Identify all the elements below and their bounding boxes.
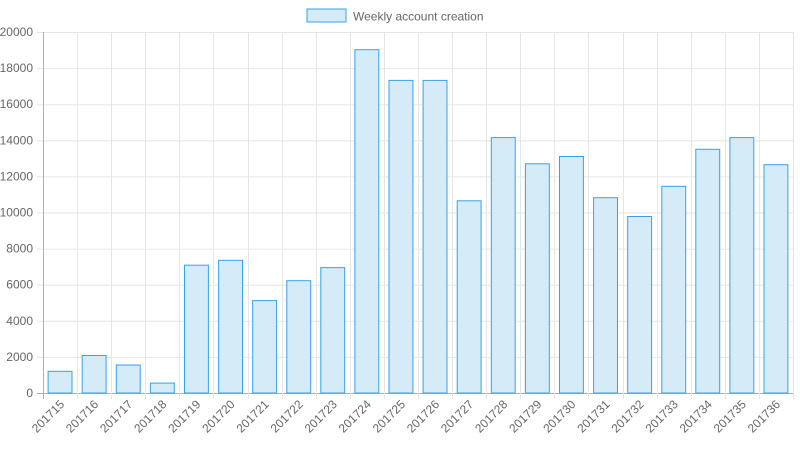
bar-201723[interactable] [320,267,346,394]
x-tick-label: 201736 [745,397,783,435]
y-tick-label: 14000 [0,133,33,147]
x-tick-label: 201734 [677,397,715,435]
legend-swatch[interactable] [306,8,347,23]
x-tick-label: 201727 [438,397,476,435]
x-tick-label: 201728 [472,397,510,435]
bar-201726[interactable] [422,79,448,394]
bar-201717[interactable] [115,364,141,394]
y-tick-label: 18000 [0,61,33,75]
bar-201736[interactable] [763,164,789,394]
bar-201721[interactable] [252,300,278,394]
grid-lines [37,32,794,399]
bar-201716[interactable] [81,355,107,394]
x-tick-label: 201721 [233,397,271,435]
x-tick-label: 201723 [302,397,340,435]
y-tick-label: 6000 [6,278,33,292]
bar-201720[interactable] [218,259,244,394]
y-tick-label: 10000 [0,206,33,220]
bar-201732[interactable] [627,216,653,394]
bar-201731[interactable] [593,197,618,394]
legend[interactable]: Weekly account creation [306,8,484,24]
x-tick-label: 201730 [540,397,578,435]
bar-201719[interactable] [184,264,209,394]
x-tick-label: 201733 [643,397,681,435]
x-tick-label: 201731 [574,397,612,435]
bar-201733[interactable] [661,185,687,394]
bar-201722[interactable] [286,280,312,394]
bar-201727[interactable] [456,200,482,394]
bar-201725[interactable] [388,79,414,394]
y-tick-label: 20000 [0,25,33,39]
x-tick-label: 201718 [131,397,169,435]
bar-201718[interactable] [149,382,175,394]
x-tick-label: 201724 [336,397,374,435]
y-tick-label: 8000 [6,242,33,256]
x-tick-label: 201735 [711,397,749,435]
bar-201728[interactable] [490,137,516,394]
y-tick-label: 0 [26,386,33,400]
legend-label[interactable]: Weekly account creation [353,10,484,24]
bar-201729[interactable] [524,163,550,394]
bar-201724[interactable] [354,49,380,394]
x-tick-label: 201717 [97,397,135,435]
x-tick-label: 201725 [370,397,408,435]
x-tick-label: 201719 [165,397,203,435]
y-tick-label: 2000 [6,350,33,364]
x-tick-label: 201716 [63,397,101,435]
y-tick-label: 4000 [6,314,33,328]
x-tick-label: 201729 [506,397,544,435]
bar-201715[interactable] [47,370,73,394]
y-tick-label: 16000 [0,97,33,111]
x-tick-label: 201726 [404,397,442,435]
x-tick-label: 201720 [199,397,237,435]
x-tick-label: 201715 [29,397,67,435]
bars [47,49,789,394]
bar-201735[interactable] [729,137,755,394]
x-tick-label: 201722 [268,397,306,435]
x-tick-label: 201732 [608,397,646,435]
bar-201730[interactable] [559,156,584,394]
bar-201734[interactable] [695,148,721,394]
y-tick-label: 12000 [0,169,33,183]
